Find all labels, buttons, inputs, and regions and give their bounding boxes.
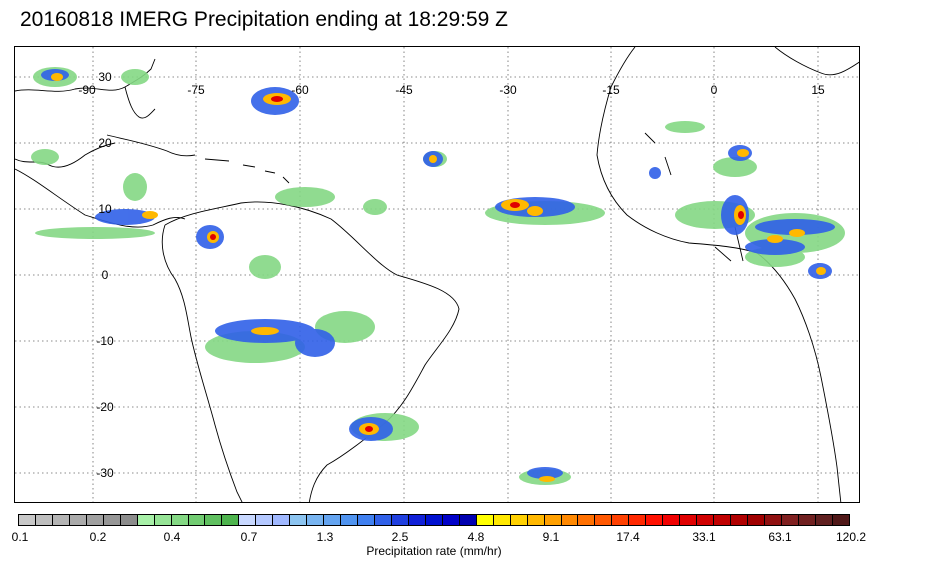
colorbar-swatch — [612, 515, 630, 525]
lon-label: -75 — [187, 83, 205, 97]
colorbar-tick-label: 0.7 — [240, 530, 258, 544]
colorbar-swatch — [442, 515, 460, 525]
lat-label: -20 — [96, 400, 114, 414]
lat-label: 10 — [98, 202, 112, 216]
colorbar-swatch — [188, 515, 206, 525]
cuba-coastline — [106, 134, 196, 157]
colorbar-swatch — [697, 515, 715, 525]
south-america-coastline — [161, 201, 460, 502]
moderate-rain-areas — [41, 69, 835, 479]
colorbar-tick-label: 2.5 — [391, 530, 409, 544]
colorbar-swatch — [358, 515, 376, 525]
figure-title: 20160818 IMERG Precipitation ending at 1… — [20, 8, 508, 31]
latitude-labels: 30 20 10 0 -10 -20 -30 — [96, 70, 114, 480]
precipitation-field — [31, 67, 845, 485]
colorbar-tick-label: 1.3 — [316, 530, 334, 544]
colorbar-swatch — [714, 515, 732, 525]
colorbar-swatch — [493, 515, 511, 525]
colorbar-swatch — [731, 515, 748, 525]
lat-label: 30 — [98, 70, 112, 84]
colorbar-swatch — [629, 515, 647, 525]
lon-label: -15 — [602, 83, 620, 97]
lon-label: -45 — [395, 83, 413, 97]
colorbar-swatch — [307, 515, 325, 525]
colorbar-swatch — [747, 515, 765, 525]
colorbar-swatch — [290, 515, 308, 525]
graticule — [15, 47, 859, 502]
heavy-rain-areas — [51, 73, 826, 482]
colorbar-tick-label: 0.4 — [163, 530, 181, 544]
colorbar-swatch — [273, 515, 291, 525]
colorbar-swatch — [205, 515, 223, 525]
colorbar-title: Precipitation rate (mm/hr) — [366, 544, 502, 558]
lon-label: 0 — [711, 83, 718, 97]
colorbar-swatch — [663, 515, 681, 525]
lon-label: -60 — [291, 83, 309, 97]
colorbar-swatch — [137, 515, 155, 525]
colorbar-tick-label: 120.2 — [835, 530, 867, 544]
colorbar-swatch — [52, 515, 70, 525]
light-rain-areas — [31, 67, 845, 485]
colorbar-swatch — [595, 515, 613, 525]
colorbar-swatch — [459, 515, 477, 525]
colorbar-tick-label: 17.4 — [616, 530, 640, 544]
lat-label: 0 — [102, 268, 109, 282]
longitude-labels: -90 -75 -60 -45 -30 -15 0 15 — [78, 83, 825, 97]
colorbar-swatch — [256, 515, 274, 525]
precipitation-map: -90 -75 -60 -45 -30 -15 0 15 30 20 10 0 … — [15, 47, 859, 502]
colorbar-swatch — [103, 515, 121, 525]
colorbar-tick-label: 9.1 — [542, 530, 560, 544]
coastlines — [15, 47, 859, 502]
colorbar-swatch — [239, 515, 257, 525]
colorbar-swatch — [19, 515, 36, 525]
colorbar-swatch — [154, 515, 172, 525]
colorbar-tick-label: 33.1 — [692, 530, 716, 544]
colorbar-swatch — [476, 515, 494, 525]
colorbar-tick-label: 4.8 — [467, 530, 485, 544]
colorbar-swatch — [832, 515, 849, 525]
colorbar-swatch — [425, 515, 443, 525]
colorbar-swatch — [646, 515, 664, 525]
colorbar-swatch — [815, 515, 833, 525]
colorbar-swatch — [324, 515, 342, 525]
western-sahara-details — [644, 132, 744, 262]
colorbar-tick-label: 0.1 — [11, 530, 29, 544]
colorbar-swatch — [391, 515, 409, 525]
lon-label: -90 — [78, 83, 96, 97]
colorbar-tick-label: 63.1 — [768, 530, 792, 544]
colorbar-swatch — [561, 515, 579, 525]
gulf-coast — [15, 142, 116, 168]
colorbar-swatch — [680, 515, 698, 525]
lon-label: 15 — [811, 83, 825, 97]
colorbar-swatch — [69, 515, 87, 525]
colorbar-swatch — [544, 515, 562, 525]
colorbar-swatch — [578, 515, 596, 525]
intense-rain-areas — [210, 96, 744, 432]
africa-coastline — [596, 47, 859, 502]
colorbar-swatch — [510, 515, 528, 525]
colorbar-swatch — [781, 515, 799, 525]
colorbar-swatch — [527, 515, 545, 525]
caribbean-islands — [204, 158, 290, 184]
colorbar-swatch — [764, 515, 782, 525]
colorbar-swatch — [341, 515, 359, 525]
map-panel: -90 -75 -60 -45 -30 -15 0 15 30 20 10 0 … — [14, 46, 860, 503]
colorbar-swatch — [408, 515, 426, 525]
lat-label: -30 — [96, 466, 114, 480]
lat-label: -10 — [96, 334, 114, 348]
colorbar-swatch — [35, 515, 53, 525]
colorbar-swatch — [798, 515, 816, 525]
colorbar-swatch — [222, 515, 240, 525]
colorbar-swatch — [375, 515, 392, 525]
colorbar-swatch — [171, 515, 189, 525]
lat-label: 20 — [98, 136, 112, 150]
colorbar-swatch — [86, 515, 104, 525]
colorbar-swatch — [120, 515, 138, 525]
lon-label: -30 — [499, 83, 517, 97]
colorbar-tick-label: 0.2 — [89, 530, 107, 544]
colorbar — [18, 514, 850, 526]
